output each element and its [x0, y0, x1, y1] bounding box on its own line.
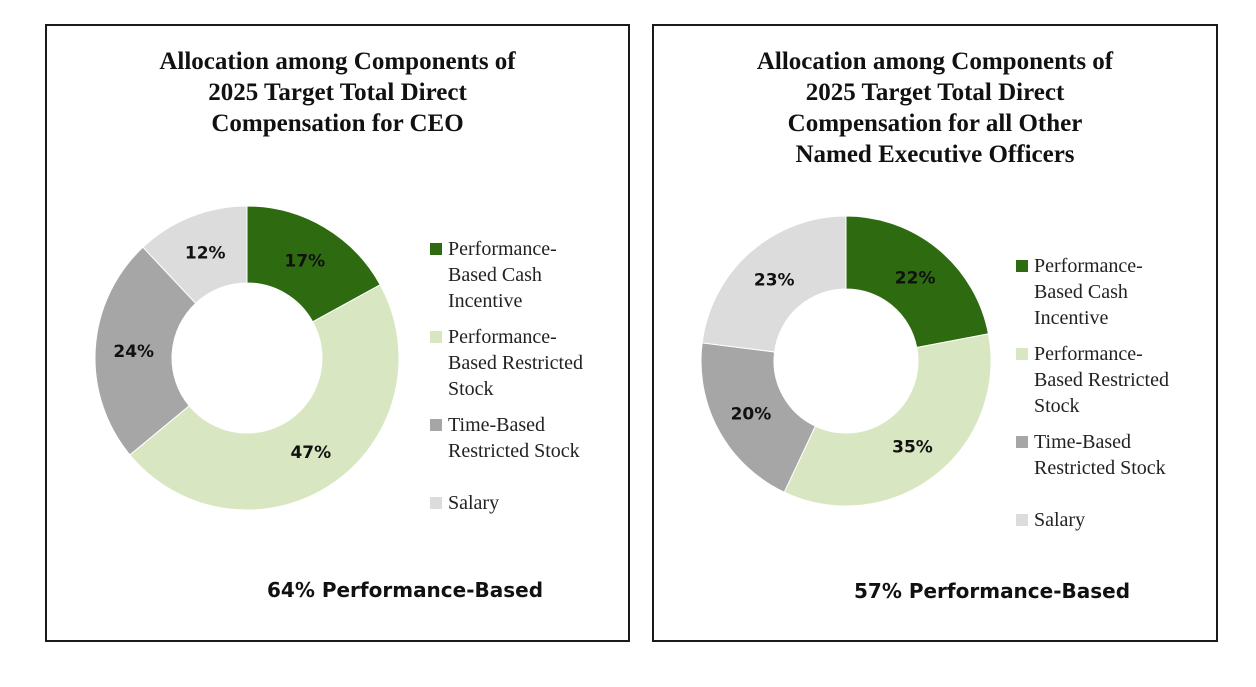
donut-slice-performance-based-restricted-stock — [783, 333, 992, 507]
legend-swatch — [430, 243, 442, 255]
chart-title: Allocation among Components of 2025 Targ… — [654, 46, 1216, 170]
chart-panel-ceo: Allocation among Components of 2025 Targ… — [45, 24, 630, 642]
data-label-time-based-restricted-stock: 24% — [113, 342, 154, 362]
legend-swatch — [1016, 514, 1028, 526]
legend-label: Salary — [1034, 509, 1086, 531]
legend-item-time-stock: Time-Based Restricted Stock — [1016, 429, 1211, 481]
legend-label: Performance- Based Cash Incentive — [448, 238, 557, 312]
legend-swatch — [1016, 348, 1028, 360]
data-label-salary: 23% — [754, 271, 795, 291]
chart-title-line: 2025 Target Total Direct — [208, 79, 467, 106]
chart-title-line: Compensation for all Other — [787, 110, 1083, 137]
legend-item-time-stock: Time-Based Restricted Stock — [430, 412, 620, 464]
data-label-time-based-restricted-stock: 20% — [731, 404, 772, 424]
chart-legend: Performance- Based Cash Incentive Perfor… — [1016, 253, 1211, 543]
legend-swatch — [1016, 260, 1028, 272]
data-label-performance-based-restricted-stock: 35% — [892, 438, 933, 458]
donut-slice-time-based-restricted-stock — [94, 246, 197, 456]
donut-slice-time-based-restricted-stock — [700, 342, 817, 493]
legend-label: Time-Based Restricted Stock — [1034, 431, 1166, 479]
legend-label: Salary — [448, 492, 500, 514]
data-label-performance-based-cash-incentive: 22% — [895, 268, 936, 288]
chart-title-line: 2025 Target Total Direct — [805, 79, 1065, 106]
data-label-performance-based-cash-incentive: 17% — [284, 251, 325, 271]
legend-label: Performance- Based Restricted Stock — [1034, 343, 1169, 417]
performance-summary: 57% Performance-Based — [854, 579, 1131, 603]
donut-chart: 17% 47% 24% 12% — [94, 205, 400, 511]
legend-item-performance-stock: Performance- Based Restricted Stock — [430, 324, 620, 402]
legend-swatch — [1016, 436, 1028, 448]
legend-item-salary: Salary — [1016, 507, 1211, 533]
chart-title-line: Named Executive Officers — [795, 141, 1075, 168]
chart-title-line: Allocation among Components of — [159, 48, 516, 75]
legend-swatch — [430, 497, 442, 509]
donut-slice-salary — [142, 205, 248, 305]
data-label-performance-based-restricted-stock: 47% — [290, 443, 331, 463]
legend-item-performance-cash: Performance- Based Cash Incentive — [430, 236, 620, 314]
donut-slice-performance-based-cash-incentive — [845, 215, 990, 349]
legend-swatch — [430, 331, 442, 343]
performance-summary: 64% Performance-Based — [267, 578, 544, 602]
donut-chart: 22% 35% 20% 23% — [700, 215, 992, 507]
legend-item-performance-cash: Performance- Based Cash Incentive — [1016, 253, 1211, 331]
donut-slice-salary — [701, 215, 847, 353]
legend-item-performance-stock: Performance- Based Restricted Stock — [1016, 341, 1211, 419]
data-label-salary: 12% — [185, 243, 226, 263]
legend-item-salary: Salary — [430, 490, 620, 516]
legend-label: Performance- Based Cash Incentive — [1034, 255, 1143, 329]
chart-title: Allocation among Components of 2025 Targ… — [47, 46, 628, 139]
chart-legend: Performance- Based Cash Incentive Perfor… — [430, 236, 620, 526]
legend-label: Performance- Based Restricted Stock — [448, 326, 583, 400]
chart-title-line: Compensation for CEO — [211, 110, 464, 137]
chart-panel-other-neos: Allocation among Components of 2025 Targ… — [652, 24, 1218, 642]
legend-swatch — [430, 419, 442, 431]
chart-title-line: Allocation among Components of — [756, 48, 1114, 75]
donut-slice-performance-based-restricted-stock — [129, 284, 400, 511]
legend-label: Time-Based Restricted Stock — [448, 414, 580, 462]
